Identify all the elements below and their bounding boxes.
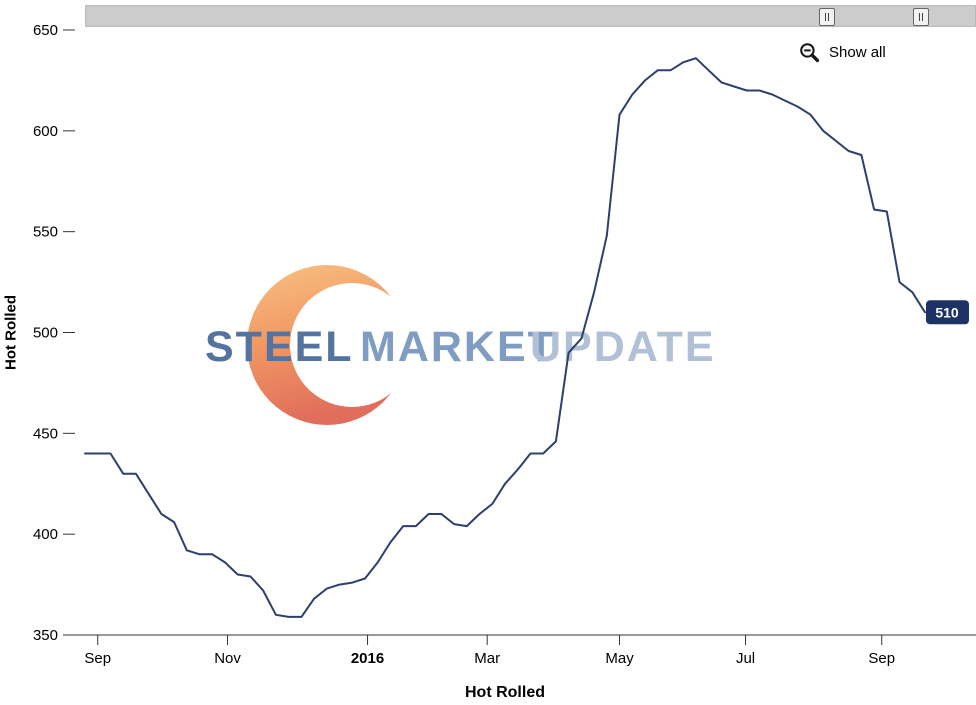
x-tick-label: May [605, 650, 634, 667]
y-tick-label: 500 [33, 325, 58, 342]
navigator-handle-right[interactable] [913, 8, 929, 26]
y-tick-label: 550 [33, 224, 58, 241]
x-tick-label: 2016 [351, 650, 384, 667]
last-value-text: 510 [935, 304, 959, 320]
x-tick-label: Sep [84, 650, 111, 667]
y-axis-title: Hot Rolled [2, 295, 20, 370]
x-tick-label: Nov [214, 650, 241, 667]
watermark-word-update: UPDATE [530, 323, 716, 371]
y-tick-label: 450 [33, 425, 58, 442]
series-line [84, 57, 926, 618]
x-tick-label: Mar [474, 650, 500, 667]
y-axis: 650 600 550 500 450 400 350 [33, 22, 75, 644]
series-footer-label: Hot Rolled [465, 684, 545, 701]
y-tick-label: 650 [33, 22, 58, 39]
x-tick-label: Sep [868, 650, 895, 667]
last-value-label: 510 [926, 300, 969, 325]
x-tick-label: Jul [736, 650, 755, 667]
watermark-logo: STEEL MARKET UPDATE [205, 265, 716, 425]
x-axis: Sep Nov 2016 Mar May Jul Sep [75, 634, 976, 667]
navigator-scrollbar[interactable] [85, 5, 976, 27]
show-all-button[interactable]: Show all [799, 41, 886, 63]
y-tick-label: 400 [33, 526, 58, 543]
watermark-word-market: MARKET [360, 323, 556, 371]
watermark-crescent-icon [247, 265, 407, 425]
y-tick-label: 600 [33, 123, 58, 140]
navigator-handle-left[interactable] [819, 8, 835, 26]
y-tick-label: 350 [33, 627, 58, 644]
watermark-word-steel: STEEL [205, 323, 354, 371]
show-all-label: Show all [829, 43, 886, 61]
zoom-out-icon [800, 42, 820, 62]
